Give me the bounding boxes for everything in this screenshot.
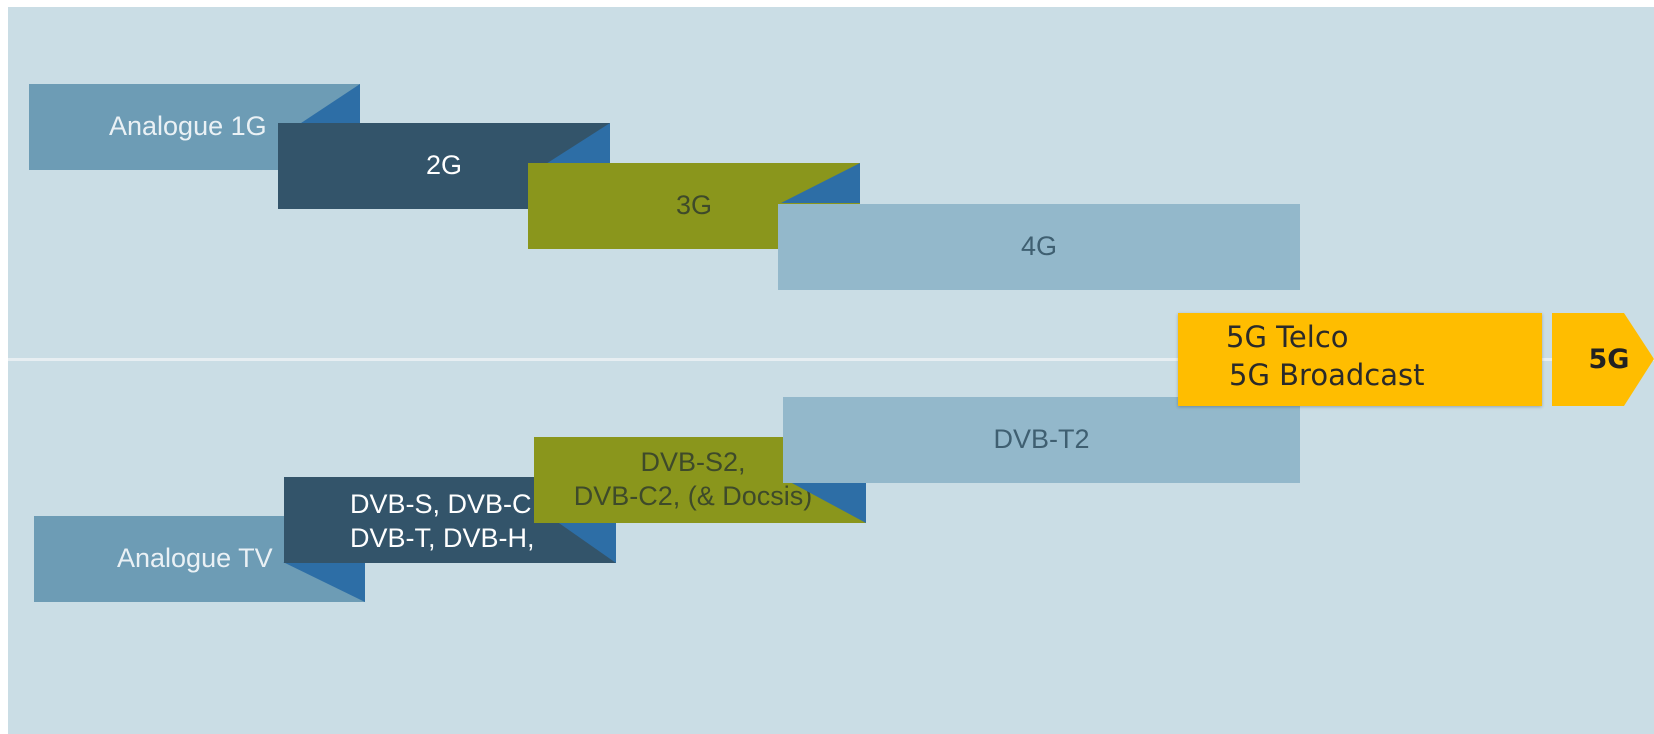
- 5g-broadcast-label: 5G Broadcast: [1229, 358, 1425, 392]
- analogue-1g-corner: [292, 84, 360, 129]
- 2g-corner: [538, 123, 610, 169]
- 3g-label: 3G: [675, 190, 713, 221]
- dvb-second-corner: [790, 482, 866, 523]
- diagram-canvas: Analogue 1G 2G 3G 4G Analogue TV DVB-S, …: [8, 7, 1654, 734]
- dvb-t2-label: DVB-T2: [993, 424, 1090, 455]
- timeline-divider: [8, 358, 1654, 361]
- 4g-block: 4G: [778, 204, 1300, 290]
- analogue-tv-label: Analogue TV: [117, 543, 273, 574]
- analogue-tv-corner: [283, 562, 365, 602]
- dvb-second-line-2: DVB-C2, (& Docsis): [573, 481, 813, 511]
- analogue-1g-label: Analogue 1G: [109, 111, 267, 142]
- 5g-telco-label: 5G Telco: [1226, 320, 1349, 354]
- dvb-t2-block: DVB-T2: [783, 397, 1300, 483]
- 5g-arrow: [1552, 313, 1654, 411]
- 2g-label: 2G: [425, 150, 463, 181]
- 5g-convergence-box: 5G Telco 5G Broadcast: [1178, 313, 1542, 406]
- dvb-second-line-1: DVB-S2,: [640, 447, 746, 478]
- 3g-corner: [781, 163, 860, 203]
- 5g-arrow-label: 5G: [1588, 344, 1630, 375]
- dvb-first-line-1: DVB-S, DVB-C,: [350, 489, 540, 519]
- 4g-label: 4G: [1020, 231, 1058, 262]
- dvb-first-line-2: DVB-T, DVB-H,: [350, 522, 535, 553]
- dvb-first-corner: [556, 521, 616, 563]
